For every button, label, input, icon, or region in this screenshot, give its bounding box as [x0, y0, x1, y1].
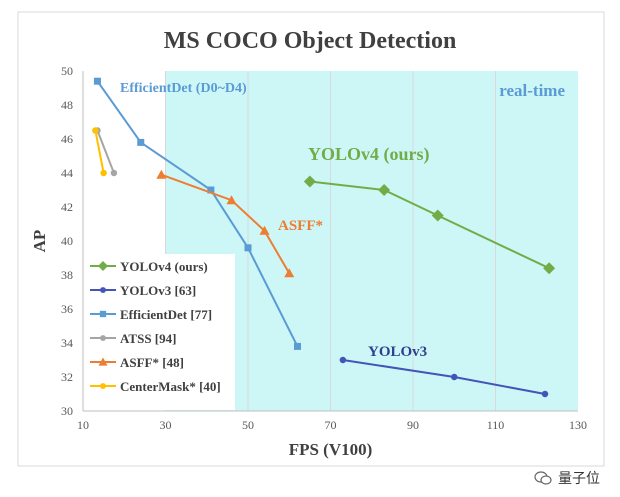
data-point: [92, 127, 99, 134]
data-point: [541, 390, 549, 398]
annotation-label: YOLOv3: [368, 344, 427, 360]
data-point: [93, 77, 101, 85]
legend-marker: [100, 335, 106, 341]
legend-marker: [100, 383, 106, 389]
data-point: [100, 169, 107, 177]
y-tick-label: 38: [61, 268, 73, 282]
annotation-label: YOLOv4 (ours): [308, 144, 430, 165]
x-tick-label: 10: [77, 418, 89, 432]
annotation-label: ASFF*: [278, 218, 323, 234]
legend-entry: CenterMask* [40]: [120, 379, 221, 394]
y-tick-label: 42: [61, 200, 73, 214]
x-tick-label: 30: [160, 418, 172, 432]
y-tick-label: 32: [61, 370, 73, 384]
legend-box: [85, 254, 235, 410]
data-point: [137, 138, 145, 146]
y-tick-label: 34: [61, 336, 73, 350]
data-point: [378, 184, 391, 196]
data-point: [207, 186, 215, 194]
data-point: [303, 175, 316, 188]
y-tick-label: 30: [61, 404, 73, 418]
legend-marker: [98, 357, 108, 366]
data-point: [226, 195, 237, 205]
legend-entry: ASFF* [48]: [120, 355, 184, 370]
data-point: [110, 169, 118, 177]
x-tick-label: 70: [325, 418, 337, 432]
chart-title: MS COCO Object Detection: [164, 28, 457, 54]
watermark: 量子位: [534, 468, 600, 488]
y-tick-label: 40: [61, 234, 73, 248]
data-point: [259, 225, 270, 235]
series-line: [161, 173, 291, 274]
y-tick-label: 44: [61, 166, 73, 180]
y-tick-label: 36: [61, 302, 73, 316]
series-line: [94, 130, 105, 174]
x-axis-label: FPS (V100): [289, 440, 373, 459]
legend-entry: YOLOv3 [63]: [120, 283, 196, 298]
data-point: [431, 209, 444, 222]
data-point: [339, 356, 347, 364]
data-point: [244, 244, 252, 252]
wechat-icon: [534, 471, 552, 485]
legend-entry: YOLOv4 (ours): [120, 259, 208, 274]
watermark-text: 量子位: [558, 471, 600, 487]
y-tick-label: 46: [61, 132, 73, 146]
y-tick-label: 48: [61, 98, 73, 112]
legend-entry: ATSS [94]: [120, 331, 176, 346]
annotation-label: EfficientDet (D0~D4): [120, 81, 247, 96]
x-tick-label: 90: [407, 418, 419, 432]
legend-marker: [100, 287, 106, 293]
y-axis-label: AP: [30, 230, 49, 253]
series-line: [96, 130, 115, 174]
x-tick-label: 50: [242, 418, 254, 432]
data-point: [156, 169, 167, 179]
x-tick-label: 110: [487, 418, 505, 432]
series-line: [309, 180, 550, 270]
x-tick-label: 130: [569, 418, 587, 432]
legend-marker: [98, 261, 108, 271]
legend-entry: EfficientDet [77]: [120, 307, 212, 322]
data-point: [543, 262, 556, 275]
legend-marker: [99, 310, 107, 318]
realtime-label: real-time: [499, 81, 565, 100]
data-point: [294, 342, 301, 350]
y-tick-label: 50: [61, 64, 73, 78]
data-point: [284, 268, 295, 278]
data-point: [451, 373, 458, 381]
